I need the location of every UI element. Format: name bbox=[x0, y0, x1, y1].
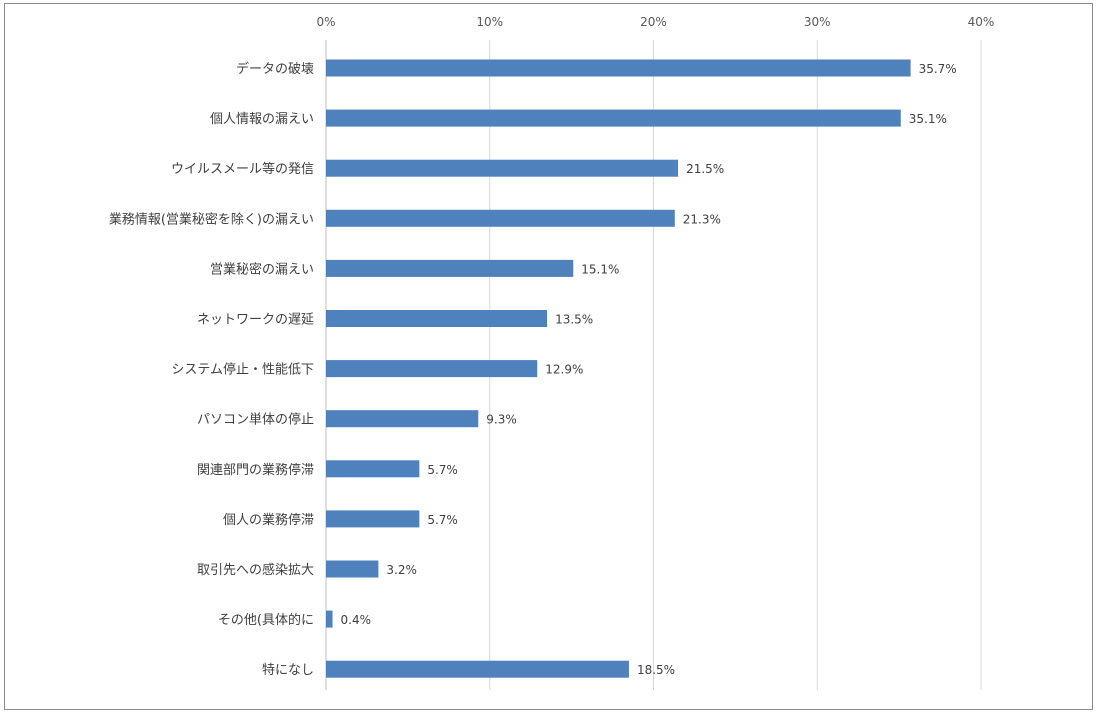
data-label: 5.7% bbox=[427, 463, 458, 477]
category-label: 取引先への感染拡大 bbox=[197, 562, 314, 578]
category-label: その他(具体的に bbox=[218, 612, 314, 628]
data-label: 5.7% bbox=[427, 513, 458, 527]
category-label: 個人の業務停滞 bbox=[223, 512, 314, 528]
category-label: ウイルスメール等の発信 bbox=[171, 161, 314, 177]
bar[interactable] bbox=[326, 109, 901, 127]
data-label: 21.3% bbox=[683, 212, 721, 226]
category-label: システム停止・性能低下 bbox=[171, 362, 314, 378]
bar[interactable] bbox=[326, 410, 479, 428]
data-label: 3.2% bbox=[386, 563, 417, 577]
bar[interactable] bbox=[326, 360, 538, 378]
bar[interactable] bbox=[326, 560, 379, 578]
data-label: 15.1% bbox=[581, 262, 619, 276]
bar[interactable] bbox=[326, 310, 548, 327]
x-tick-label: 0% bbox=[316, 15, 335, 29]
data-label: 9.3% bbox=[486, 413, 516, 427]
category-label: 営業秘密の漏えい bbox=[210, 261, 314, 277]
data-label: 18.5% bbox=[637, 663, 675, 677]
bar[interactable] bbox=[326, 59, 911, 77]
category-label: 業務情報(営業秘密を除く)の漏えい bbox=[109, 211, 314, 227]
bar[interactable] bbox=[326, 660, 629, 678]
data-label: 12.9% bbox=[545, 363, 583, 377]
category-label: 関連部門の業務停滞 bbox=[197, 462, 314, 478]
category-label: 個人情報の漏えい bbox=[210, 111, 314, 127]
x-tick-label: 10% bbox=[476, 15, 503, 29]
category-label: 特になし bbox=[262, 663, 314, 678]
bar[interactable] bbox=[326, 159, 679, 177]
x-tick-label: 30% bbox=[804, 15, 831, 29]
data-label: 13.5% bbox=[555, 313, 593, 327]
data-label: 35.7% bbox=[919, 62, 957, 76]
x-tick-label: 40% bbox=[968, 15, 995, 29]
bar[interactable] bbox=[326, 209, 675, 227]
data-label: 35.1% bbox=[909, 112, 947, 126]
bar[interactable] bbox=[326, 510, 420, 528]
bar[interactable] bbox=[326, 460, 420, 478]
x-tick-label: 20% bbox=[640, 15, 667, 29]
category-label: ネットワークの遅延 bbox=[197, 313, 314, 328]
data-label: 0.4% bbox=[341, 613, 372, 627]
category-label: データの破壊 bbox=[236, 61, 314, 77]
category-label: パソコン単体の停止 bbox=[197, 412, 314, 428]
bar[interactable] bbox=[326, 610, 333, 628]
bar[interactable] bbox=[326, 259, 574, 277]
data-label: 21.5% bbox=[686, 162, 724, 176]
